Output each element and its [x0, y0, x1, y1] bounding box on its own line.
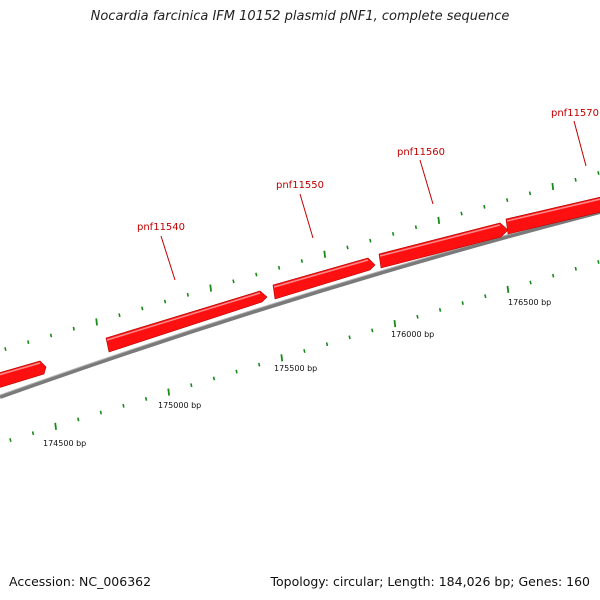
minor-tick [31, 431, 35, 436]
major-tick [209, 284, 212, 292]
major-tick [393, 320, 397, 328]
minor-tick [122, 403, 125, 408]
minor-tick [416, 314, 419, 319]
minor-tick [574, 266, 577, 271]
minor-tick [77, 417, 80, 422]
minor-tick [483, 204, 486, 209]
minor-tick [232, 279, 235, 284]
gene-arrows [0, 196, 600, 389]
minor-tick [348, 335, 351, 340]
minor-tick [72, 326, 76, 331]
minor-tick [118, 313, 121, 318]
minor-tick [371, 328, 374, 333]
major-tick [323, 250, 327, 258]
scale-label: 174500 bp [43, 439, 86, 448]
major-tick [506, 285, 510, 293]
minor-tick [597, 171, 600, 175]
minor-tick [461, 301, 464, 306]
gene-arrow[interactable] [0, 360, 47, 389]
minor-tick [529, 280, 532, 285]
gene-arrow[interactable] [378, 222, 509, 269]
tick-row-lower [9, 260, 600, 442]
major-tick [437, 216, 441, 224]
minor-tick [414, 225, 418, 230]
minor-tick [212, 376, 216, 381]
gene-label[interactable]: pnf11540 [137, 222, 185, 233]
minor-tick [505, 198, 509, 203]
plasmid-backbone [0, 210, 600, 399]
minor-tick [27, 340, 30, 345]
major-tick [54, 422, 57, 430]
minor-tick [99, 410, 103, 415]
minor-tick [346, 245, 349, 250]
minor-tick [438, 307, 442, 312]
map-title: Nocardia farcinica IFM 10152 plasmid pNF… [90, 9, 510, 24]
minor-tick [257, 362, 261, 367]
minor-tick [369, 238, 372, 243]
gene-label[interactable]: pnf11550 [276, 180, 324, 191]
minor-tick [255, 272, 258, 277]
major-tick [280, 354, 284, 362]
minor-tick [49, 333, 53, 338]
major-tick [95, 318, 98, 326]
gene-arrow[interactable] [105, 290, 268, 353]
minor-tick [303, 349, 306, 353]
scale-label: 176500 bp [508, 298, 551, 307]
tick-row-upper [4, 171, 600, 351]
minor-tick [277, 265, 281, 270]
major-tick [167, 388, 171, 396]
minor-tick [300, 259, 304, 263]
accession-label: Accession: NC_006362 [9, 574, 152, 589]
topology-summary: Topology: circular; Length: 184,026 bp; … [270, 574, 591, 589]
minor-tick [460, 211, 463, 216]
minor-tick [9, 438, 12, 442]
minor-tick [528, 191, 532, 196]
minor-tick [597, 260, 600, 264]
minor-tick [391, 231, 395, 236]
scale-label: 176000 bp [391, 330, 434, 339]
minor-tick [144, 396, 148, 401]
minor-tick [574, 177, 577, 182]
minor-tick [551, 273, 555, 278]
gene-label[interactable]: pnf11560 [397, 147, 445, 158]
minor-tick [186, 292, 190, 297]
minor-tick [190, 383, 193, 388]
major-tick [551, 182, 555, 191]
minor-tick [484, 294, 487, 299]
scale-label: 175000 bp [158, 401, 201, 410]
gene-arrow[interactable] [272, 257, 376, 300]
minor-tick [4, 347, 7, 351]
minor-tick [325, 342, 329, 347]
gene-callouts [160, 120, 587, 281]
minor-tick [141, 306, 144, 311]
scale-label: 175500 bp [274, 364, 317, 373]
minor-tick [235, 369, 238, 374]
gene-arrow[interactable] [505, 196, 600, 235]
gene-label[interactable]: pnf11570 [551, 108, 599, 119]
minor-tick [163, 299, 167, 304]
